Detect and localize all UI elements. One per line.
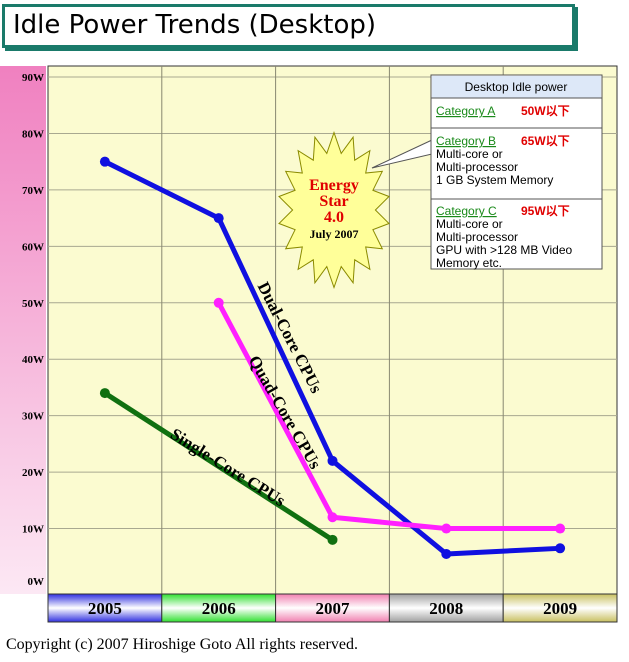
y-tick-label: 30W [22, 411, 44, 423]
data-point [555, 523, 566, 534]
category-band [502, 593, 618, 623]
data-point [327, 455, 338, 466]
legend-category-detail: Multi-processor [436, 230, 518, 244]
x-category-label: 2006 [202, 599, 236, 618]
legend-category-watts: 50W以下 [521, 104, 570, 118]
legend-category-detail: Multi-core or [436, 217, 503, 231]
data-point [99, 388, 110, 399]
data-point [441, 523, 452, 534]
x-category-label: 2008 [429, 599, 463, 618]
legend-category-detail: 1 GB System Memory [436, 173, 553, 187]
data-point [99, 156, 110, 167]
energy-star-line4: July 2007 [309, 227, 358, 241]
data-point [555, 543, 566, 554]
copyright-text: Copyright (c) 2007 Hiroshige Goto All ri… [6, 636, 358, 653]
legend-header-bg [432, 76, 601, 98]
series-line [216, 301, 561, 532]
energy-star-line3: 4.0 [324, 209, 344, 226]
y-tick-label: 70W [22, 185, 44, 197]
energy-star-line1: Energy [309, 177, 359, 194]
legend-category-name: Category B [436, 134, 496, 148]
legend-category-name: Category A [436, 104, 495, 118]
legend-category-detail: Memory etc. [436, 256, 502, 270]
legend-category-detail: Multi-processor [436, 160, 518, 174]
page-title: Idle Power Trends (Desktop) [13, 10, 377, 40]
y-tick-label: 80W [22, 128, 44, 140]
legend-header: Desktop Idle power [465, 80, 568, 94]
legend-category-name: Category C [436, 204, 497, 218]
x-category-label: 2009 [543, 599, 577, 618]
energy-star-line2: Star [319, 193, 348, 210]
y-tick-label: 10W [22, 524, 44, 536]
data-point [441, 548, 452, 559]
x-category-labels: 2005 2006 2007 2008 2009 [47, 593, 618, 623]
y-tick-labels: 0W 10W 20W 30W 40W 50W 60W 70W 80W 90W [22, 72, 44, 588]
y-tick-label: 0W [28, 576, 45, 588]
series-line [103, 390, 334, 542]
y-axis-band [0, 66, 46, 594]
legend-box: Desktop Idle power Category A 50W以下Catego… [430, 74, 603, 270]
legend-category-detail: GPU with >128 MB Video [436, 243, 573, 257]
energy-star-burst [278, 130, 390, 290]
data-point [213, 297, 224, 308]
y-tick-label: 90W [22, 72, 44, 84]
energy-star-badge: Energy Star 4.0 July 2007 [278, 130, 390, 290]
legend-category-watts: 65W以下 [521, 134, 570, 148]
legend-entries: Category A 50W以下 Category B 65W以下 Multi-core… [436, 104, 573, 270]
title-box: Idle Power Trends (Desktop) [2, 4, 575, 48]
x-category-label: 2005 [88, 599, 122, 618]
y-tick-label: 20W [22, 467, 44, 479]
y-tick-label: 50W [22, 298, 44, 310]
legend-category-detail: Multi-core or [436, 147, 503, 161]
data-point [213, 213, 224, 224]
category-band [161, 593, 277, 623]
legend-category-watts: 95W以下 [521, 204, 570, 218]
category-band [47, 593, 163, 623]
y-tick-label: 60W [22, 241, 44, 253]
y-tick-label: 40W [22, 354, 44, 366]
data-point [327, 534, 338, 545]
data-point [327, 512, 338, 523]
category-band [275, 593, 390, 623]
x-category-label: 2007 [316, 599, 351, 618]
